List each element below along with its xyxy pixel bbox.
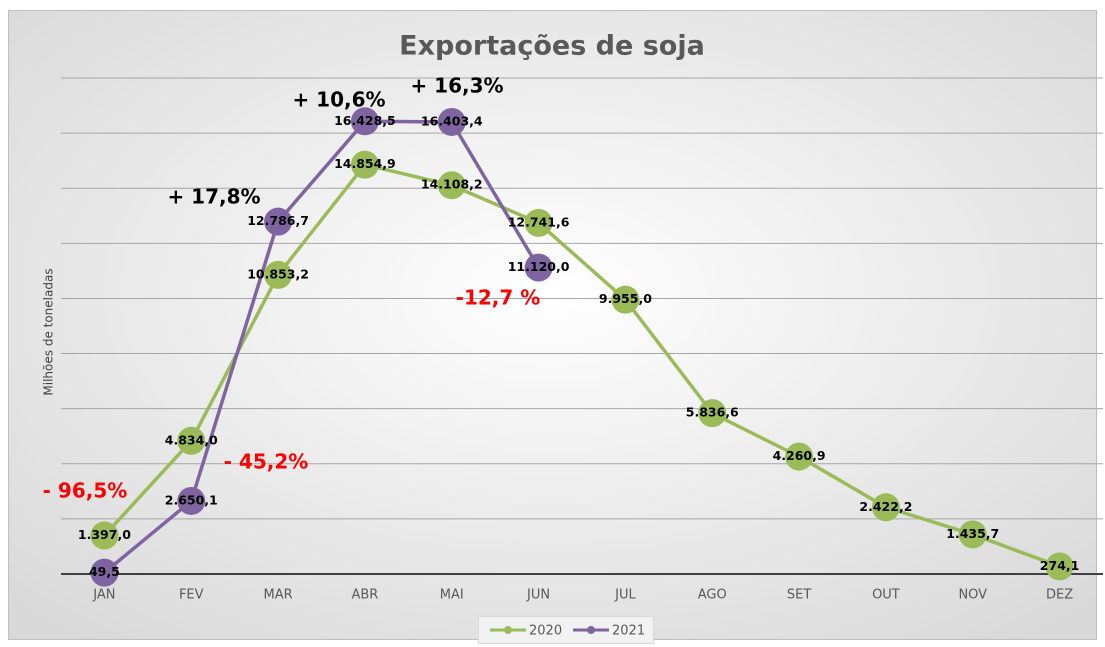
x-tick-label: MAI [440, 588, 464, 603]
x-tick-label: ABR [351, 588, 378, 603]
data-label: 4.260,9 [773, 448, 826, 463]
legend-label: 2020 [529, 624, 562, 639]
x-tick-label: JUL [614, 588, 636, 603]
annotation: -12,7 % [456, 286, 541, 310]
data-label: 16.403,4 [421, 113, 483, 128]
point-marker [90, 558, 119, 587]
data-label: 11.120,0 [508, 259, 570, 274]
x-tick-label: JAN [92, 588, 115, 603]
point-marker [958, 520, 987, 549]
annotation: + 16,3% [410, 74, 503, 98]
x-tick-label: AGO [698, 588, 727, 603]
data-label: 9.955,0 [599, 291, 652, 306]
point-marker [1045, 552, 1074, 581]
point-marker [437, 171, 466, 200]
annotation: + 17,8% [167, 185, 260, 209]
series-line [103, 162, 1061, 569]
data-label: 4.834,0 [165, 432, 218, 447]
x-tick-label: OUT [872, 588, 900, 603]
point-marker [871, 493, 900, 522]
point-marker [264, 207, 293, 236]
point-marker [611, 285, 640, 314]
data-label: 2.650,1 [165, 492, 218, 507]
point-marker [785, 442, 814, 471]
data-label: 14.108,2 [421, 177, 483, 192]
chart-frame [8, 10, 1097, 640]
annotation: - 45,2% [224, 450, 309, 474]
data-label: 12.786,7 [247, 213, 309, 228]
data-label: 1.435,7 [946, 526, 999, 541]
point-marker [524, 208, 553, 237]
x-tick-label: FEV [179, 588, 204, 603]
data-label: 5.836,6 [686, 405, 739, 420]
point-marker [177, 426, 206, 455]
chart-title: Exportações de soja [399, 31, 705, 62]
point-marker [524, 253, 553, 282]
point-marker [437, 107, 466, 136]
data-label: 1.397,0 [78, 527, 131, 542]
annotation: + 10,6% [292, 88, 385, 112]
point-marker [264, 260, 293, 289]
data-label: 2.422,2 [859, 499, 912, 514]
annotation: - 96,5% [43, 479, 128, 503]
point-marker [698, 399, 727, 428]
y-axis-label: Milhões de toneladas [42, 268, 56, 395]
point-marker [350, 107, 379, 136]
legend-marker [504, 626, 512, 634]
data-label: 12.741,6 [508, 214, 570, 229]
data-label: 14.854,9 [334, 156, 396, 171]
data-label: 16.428,5 [334, 113, 396, 128]
x-tick-label: JUN [526, 588, 550, 603]
x-tick-label: NOV [958, 588, 987, 603]
data-label: 49,5 [89, 564, 120, 579]
x-tick-label: MAR [264, 588, 293, 603]
legend-marker [587, 626, 595, 634]
x-tick-label: DEZ [1046, 588, 1073, 603]
x-tick-label: SET [787, 588, 811, 603]
data-label: 274,1 [1040, 558, 1080, 573]
point-marker [350, 150, 379, 179]
point-marker [90, 521, 119, 550]
point-marker [177, 486, 206, 515]
legend-label: 2021 [612, 624, 645, 639]
series-line [103, 119, 541, 574]
data-label: 10.853,2 [247, 266, 309, 281]
